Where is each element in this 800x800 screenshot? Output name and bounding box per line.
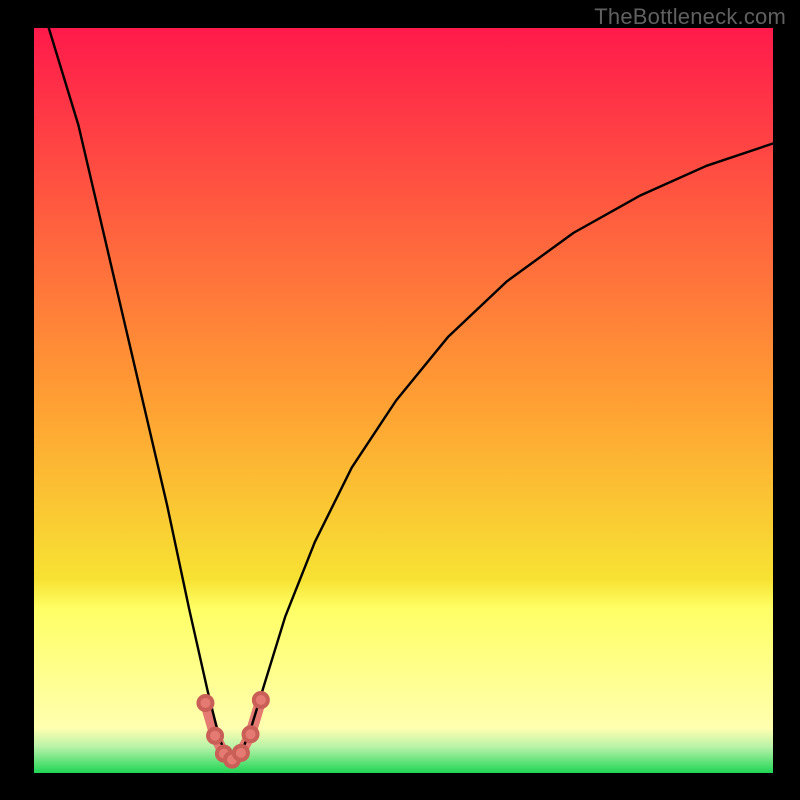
marker-group xyxy=(198,693,267,767)
curve-marker xyxy=(198,696,212,710)
gradient-plot-area xyxy=(34,28,773,773)
curve-marker xyxy=(234,746,248,760)
curve-marker xyxy=(254,693,268,707)
chart-svg xyxy=(34,28,773,773)
curve-marker xyxy=(244,727,258,741)
watermark-text: TheBottleneck.com xyxy=(594,4,786,30)
bottleneck-curve xyxy=(49,28,773,764)
curve-marker xyxy=(208,729,222,743)
